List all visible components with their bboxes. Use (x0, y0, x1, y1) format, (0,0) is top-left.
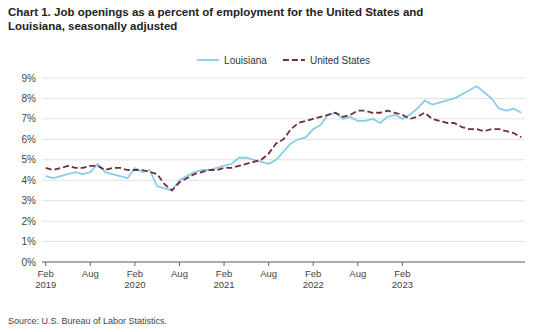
x-tick (90, 262, 91, 266)
legend-swatch (283, 59, 305, 61)
lines (46, 86, 522, 190)
x-tick-label-line: Aug (349, 268, 366, 279)
grid-line (42, 241, 525, 242)
x-tick-label: Aug (82, 268, 99, 279)
y-tick-label: 2% (22, 216, 37, 227)
grid-line (42, 78, 525, 79)
grid-line (42, 118, 525, 119)
title-line: Louisiana, seasonally adjusted (8, 20, 177, 32)
y-tick-label: 7% (22, 113, 37, 124)
y-tick-label: 0% (22, 257, 37, 268)
y-tick-label: 8% (22, 93, 37, 104)
y-tick-label: 3% (22, 195, 37, 206)
legend-item: Louisiana (197, 55, 267, 66)
y-tick-label: 6% (22, 134, 37, 145)
x-tick (224, 262, 225, 266)
source: Source: U.S. Bureau of Labor Statistics. (8, 316, 167, 326)
x-axis-line (42, 262, 525, 263)
x-tick-label: Feb2022 (303, 268, 324, 290)
legend: Louisiana United States (197, 55, 370, 66)
y-axis: 0% 1% 2% 3% 4% 5% 6% 7% 8% 9% (22, 73, 525, 268)
x-tick-label-line: Feb (127, 268, 143, 279)
x-tick-label: Feb2020 (124, 268, 145, 290)
grid-line (42, 200, 525, 201)
series-line (46, 86, 522, 190)
x-axis: Feb2019AugFeb2020AugFeb2021AugFeb2022Aug… (35, 262, 525, 290)
grid-line (42, 180, 525, 181)
grid-line (42, 159, 525, 160)
grid-line (42, 221, 525, 222)
x-tick (357, 262, 358, 266)
x-tick (45, 262, 46, 266)
x-tick-label-line: Feb (216, 268, 232, 279)
y-tick-label: 5% (22, 154, 37, 165)
legend-item: United States (283, 55, 370, 66)
x-tick (134, 262, 135, 266)
x-tick-label-line: Feb (38, 268, 54, 279)
x-tick (313, 262, 314, 266)
x-tick (179, 262, 180, 266)
x-tick-label: Feb2023 (392, 268, 413, 290)
legend-label: Louisiana (224, 55, 267, 66)
y-tick-label: 4% (22, 175, 37, 186)
title-line: Chart 1. Job openings as a percent of em… (8, 6, 423, 18)
title: Chart 1. Job openings as a percent of em… (8, 6, 423, 32)
x-tick-label-line: Feb (305, 268, 321, 279)
x-tick-label-line: 2019 (35, 279, 56, 290)
x-tick (268, 262, 269, 266)
series-line (46, 111, 522, 191)
chart: Chart 1. Job openings as a percent of em… (0, 0, 537, 332)
x-tick-label-line: 2022 (303, 279, 324, 290)
background (0, 0, 537, 332)
x-tick-label: Feb2021 (213, 268, 234, 290)
x-tick-label-line: 2020 (124, 279, 145, 290)
y-tick-label: 1% (22, 236, 37, 247)
x-tick-label-line: Aug (171, 268, 188, 279)
x-tick-label-line: 2021 (213, 279, 234, 290)
x-tick-label-line: Aug (82, 268, 99, 279)
x-tick-label-line: 2023 (392, 279, 413, 290)
x-tick-label-line: Feb (394, 268, 410, 279)
x-tick (402, 262, 403, 266)
x-tick-label: Feb2019 (35, 268, 56, 290)
y-tick-label: 9% (22, 73, 37, 84)
legend-swatch (197, 59, 219, 61)
legend-label: United States (310, 55, 370, 66)
x-tick-label: Aug (349, 268, 366, 279)
x-tick-label-line: Aug (260, 268, 277, 279)
x-tick-label: Aug (260, 268, 277, 279)
x-tick-label: Aug (171, 268, 188, 279)
grid-line (42, 262, 525, 263)
